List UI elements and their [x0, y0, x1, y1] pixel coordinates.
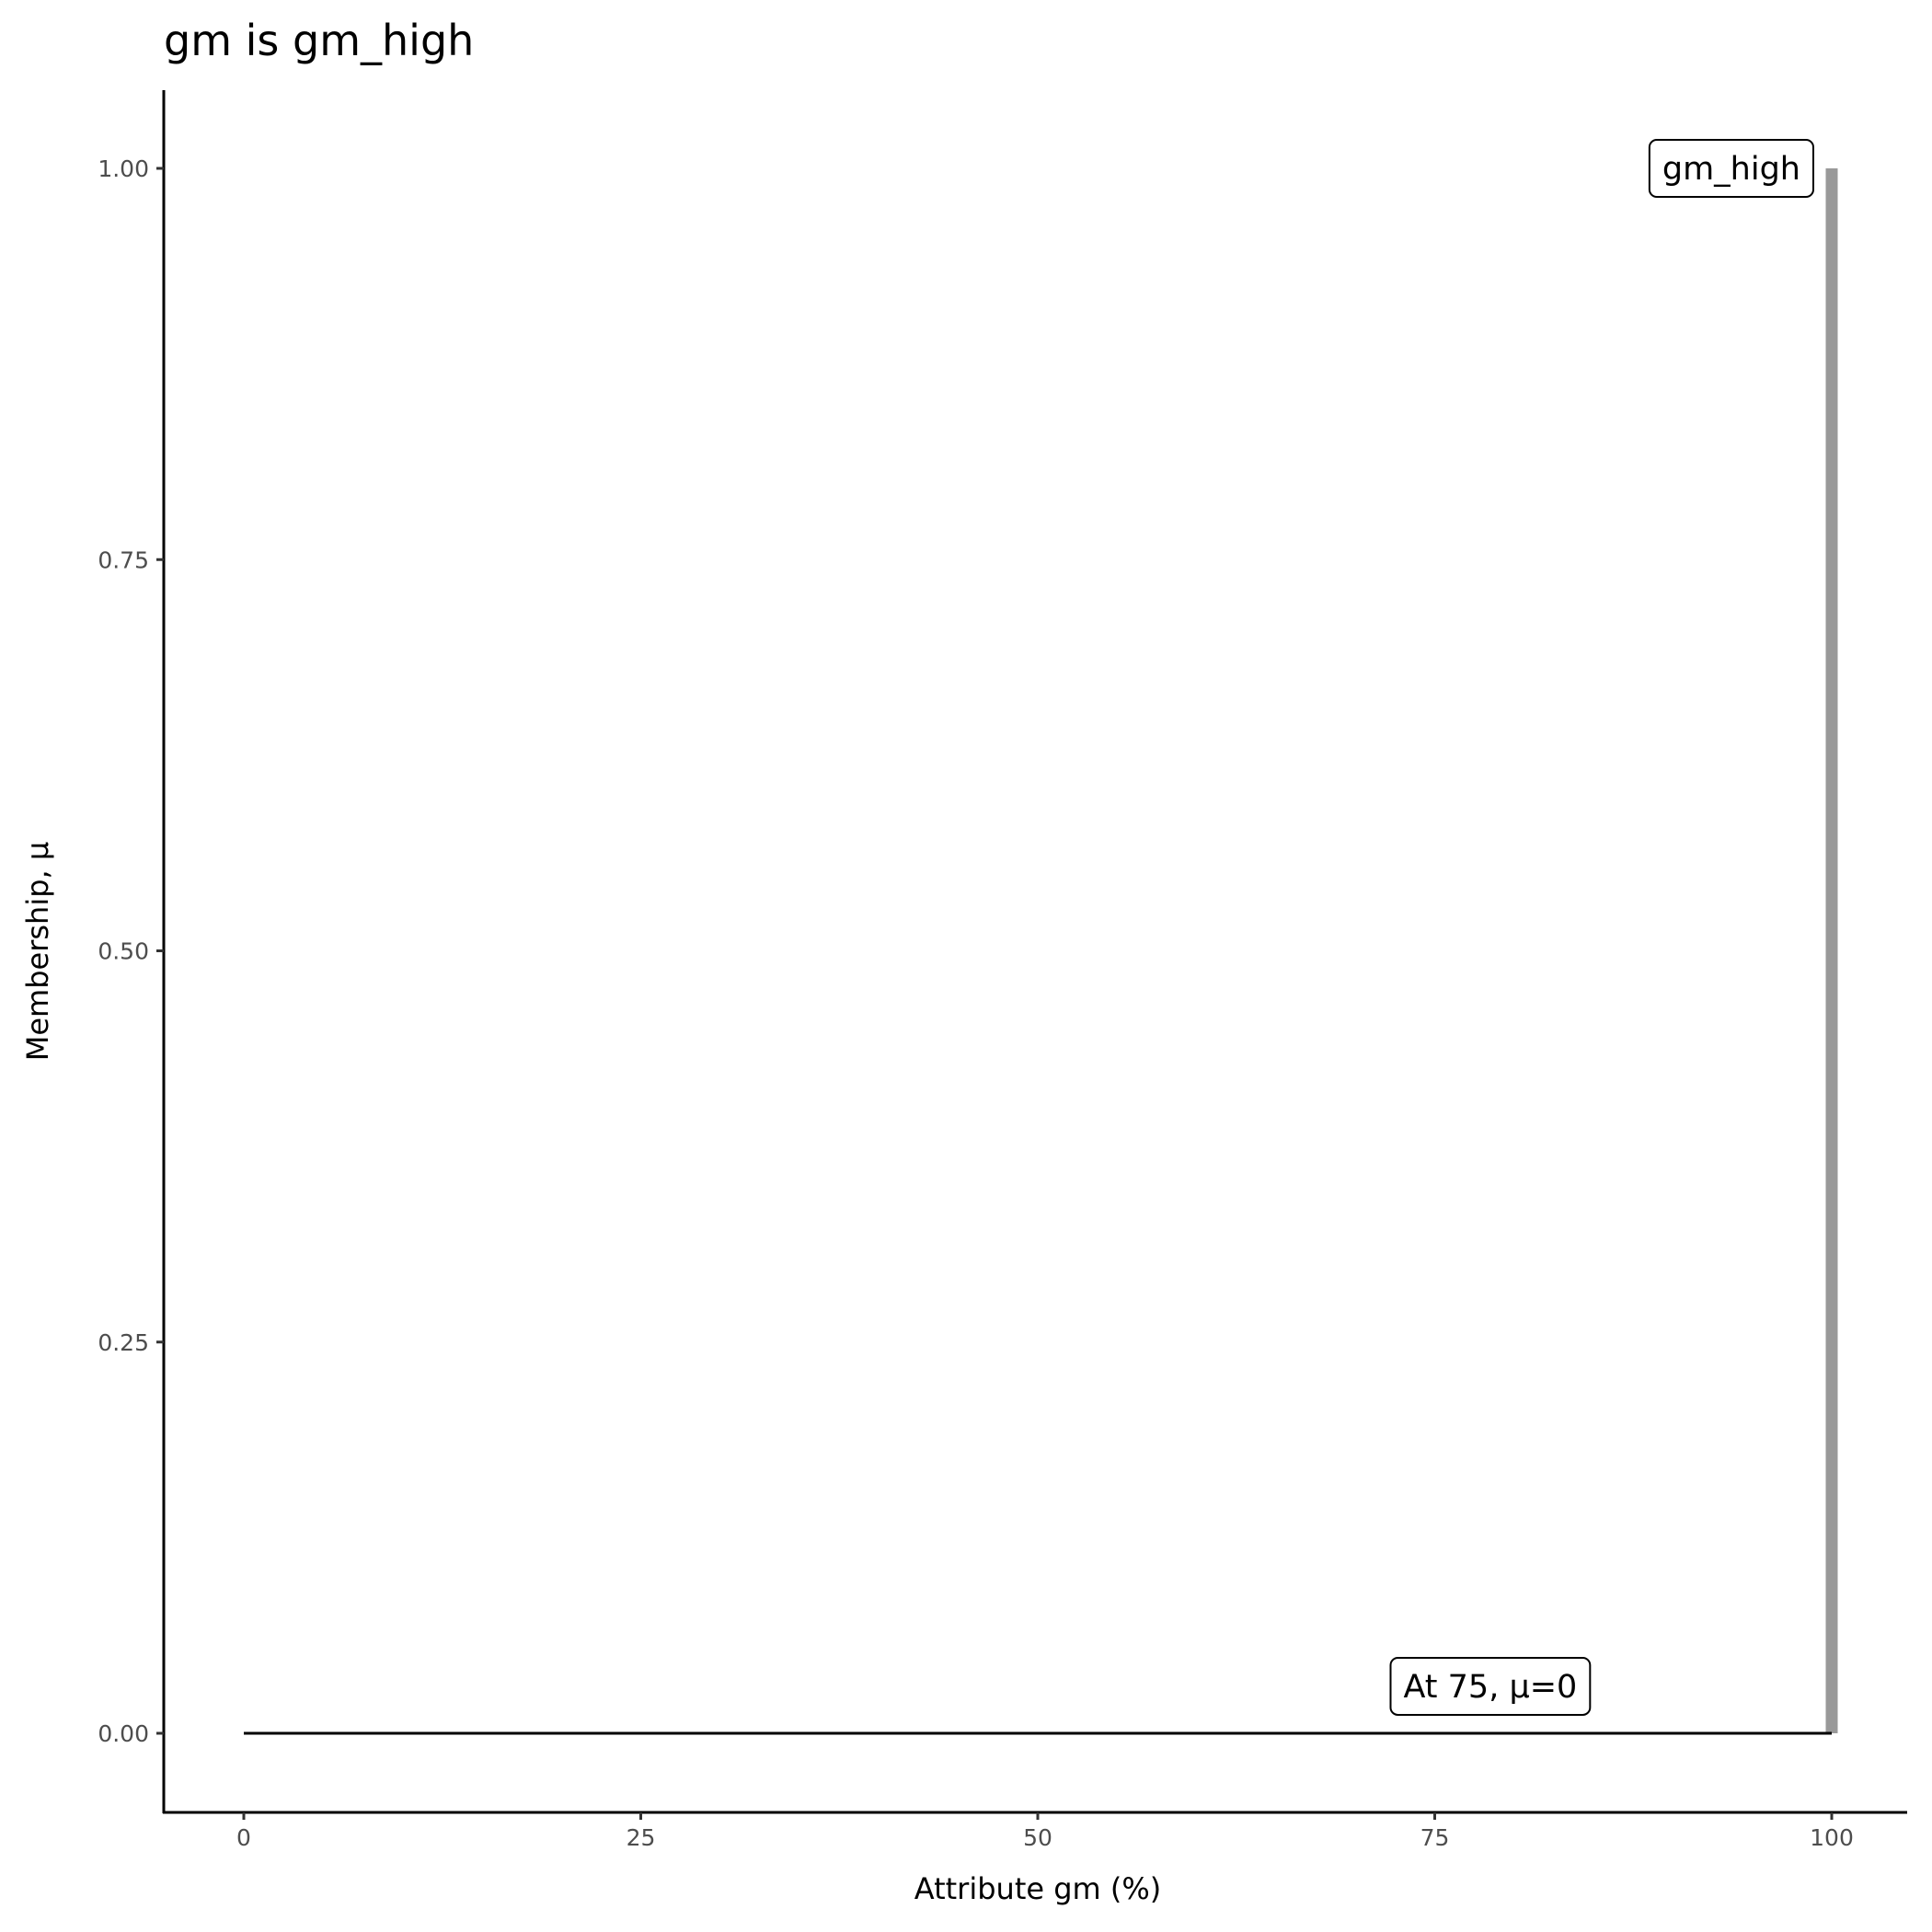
- y-tick-label: 1.00: [98, 155, 149, 182]
- annotation-label: At 75, μ=0: [1389, 1656, 1592, 1716]
- chart-title: gm is gm_high: [164, 16, 474, 65]
- x-tick-label: 100: [1810, 1824, 1854, 1851]
- y-tick-label: 0.25: [98, 1329, 149, 1356]
- annotation-text: At 75, μ=0: [1403, 1669, 1577, 1706]
- x-axis-title: Attribute gm (%): [914, 1871, 1162, 1906]
- x-tick-label: 75: [1420, 1824, 1450, 1851]
- x-tick-label: 0: [236, 1824, 251, 1851]
- annotation-box: [1389, 1656, 1592, 1716]
- y-tick-label: 0.75: [98, 546, 149, 573]
- annotation-label: gm_high: [1648, 139, 1814, 198]
- y-axis-title: Membership, μ: [20, 842, 55, 1061]
- x-tick-label: 25: [627, 1824, 656, 1851]
- y-tick-label: 0.50: [98, 938, 149, 965]
- annotation-text: gm_high: [1662, 151, 1800, 188]
- x-tick-label: 50: [1023, 1824, 1052, 1851]
- annotation-box: [1648, 139, 1814, 198]
- y-tick-label: 0.00: [98, 1720, 149, 1747]
